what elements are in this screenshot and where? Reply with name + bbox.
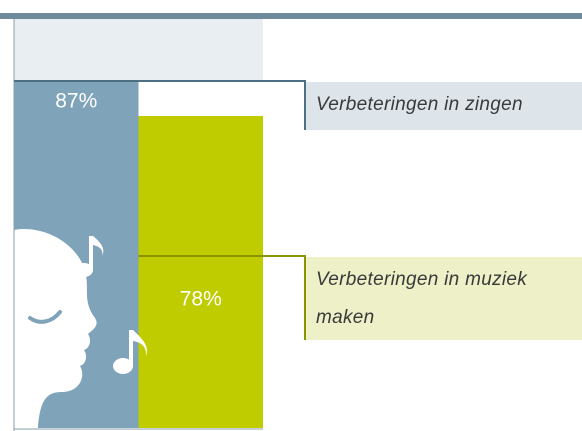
top-rule <box>0 13 582 19</box>
category-label: Verbeteringen in zingen <box>306 82 582 130</box>
bar <box>139 116 264 428</box>
chart: 87% 78% <box>0 0 582 431</box>
infographic: 87% 78% Verbeteringen in zingen Verbeterin… <box>0 0 582 431</box>
value-label: 87% <box>55 90 97 113</box>
value-label: 78% <box>180 288 222 311</box>
category-label: Verbeteringen in muziek maken <box>306 257 582 340</box>
backdrop <box>14 19 263 80</box>
